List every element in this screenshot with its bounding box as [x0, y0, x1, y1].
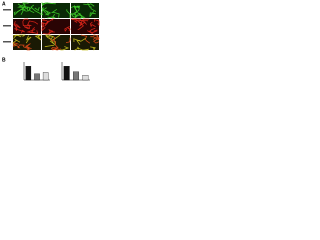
bar: [42, 72, 49, 81]
fiber: [74, 46, 79, 51]
fiber: [77, 12, 86, 19]
bar: [73, 71, 79, 81]
fiber: [80, 34, 91, 44]
fiber: [44, 18, 54, 25]
bar: [34, 73, 40, 81]
fiber: [12, 42, 19, 47]
fiber: [13, 20, 18, 31]
fiber: [41, 7, 49, 16]
fiber: [45, 35, 54, 40]
fiber: [25, 35, 32, 44]
fiber: [23, 6, 35, 14]
fiber: [14, 23, 21, 29]
fiber: [77, 47, 90, 51]
row-label: [3, 41, 11, 43]
fiber: [64, 26, 70, 32]
micrograph: [42, 19, 70, 34]
fiber: [65, 37, 71, 43]
fiber: [13, 7, 24, 16]
fiber: [90, 35, 100, 41]
fiber: [17, 3, 25, 9]
fiber: [44, 9, 52, 16]
fiber: [89, 21, 96, 28]
fiber: [67, 27, 71, 32]
fiber: [50, 8, 60, 18]
fiber: [79, 20, 87, 27]
fiber: [41, 21, 47, 25]
fiber: [89, 11, 96, 17]
micrograph: [42, 3, 70, 18]
fiber: [14, 28, 25, 34]
fiber: [87, 2, 97, 12]
fiber: [23, 6, 33, 12]
fiber: [90, 46, 96, 51]
fiber: [73, 20, 89, 23]
row-label: [3, 9, 11, 11]
bar-charts: [23, 62, 90, 81]
fiber: [49, 34, 61, 45]
fiber: [12, 34, 22, 39]
fiber: [22, 44, 31, 51]
fiber: [34, 34, 42, 41]
fiber: [44, 40, 56, 48]
fiber: [93, 34, 99, 37]
micrograph: [71, 35, 99, 50]
panel-label: A: [2, 1, 6, 7]
fiber: [90, 29, 98, 34]
fiber: [34, 7, 40, 12]
row-label: [3, 25, 11, 27]
fiber: [50, 47, 62, 51]
fiber: [60, 46, 70, 51]
fiber: [23, 26, 30, 30]
bar: [25, 66, 32, 81]
fiber: [25, 43, 32, 50]
fiber: [24, 18, 29, 20]
fiber: [41, 7, 44, 16]
fiber: [70, 13, 77, 19]
fiber: [94, 19, 100, 26]
fiber: [52, 41, 59, 51]
fiber: [41, 2, 49, 6]
fiber: [14, 43, 25, 49]
fiber: [47, 13, 56, 19]
fiber: [73, 38, 86, 43]
figure: A B: [0, 0, 100, 82]
fiber: [71, 18, 82, 22]
panel-label: B: [2, 57, 6, 63]
fiber: [21, 2, 29, 9]
bar: [82, 75, 89, 81]
fiber: [27, 20, 39, 27]
micrograph: [13, 3, 41, 18]
fiber: [83, 3, 95, 7]
fiber: [45, 34, 55, 38]
bar: [63, 66, 70, 81]
fiber: [74, 5, 81, 15]
fiber: [30, 4, 42, 16]
fiber: [41, 2, 45, 7]
fiber: [42, 30, 53, 35]
fiber: [77, 21, 85, 31]
fiber: [31, 27, 39, 35]
fiber: [87, 27, 96, 35]
fiber: [41, 26, 46, 32]
micrograph-grid: [3, 2, 100, 51]
fiber: [12, 34, 27, 37]
fiber: [22, 18, 30, 29]
fiber: [41, 18, 49, 27]
fiber: [66, 9, 71, 18]
